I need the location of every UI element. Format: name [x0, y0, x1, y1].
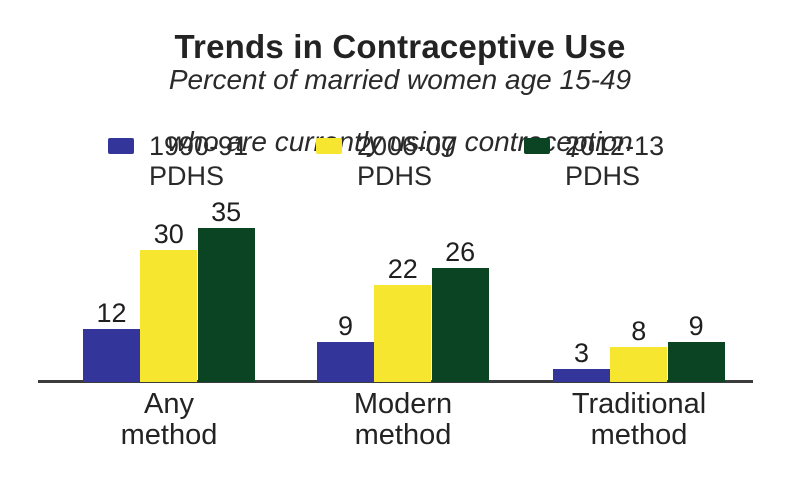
legend-swatch-green	[524, 138, 550, 154]
bar-value-label: 9	[688, 311, 704, 341]
bar	[140, 250, 198, 382]
legend-label-line2: PDHS	[149, 161, 225, 191]
bar	[610, 347, 668, 382]
legend-label-line1: 2012-13	[565, 131, 665, 161]
legend-swatch-blue	[108, 138, 134, 154]
chart-legend: 1990-91 PDHS 2006-07 PDHS 2012-13 PDHS	[108, 131, 732, 191]
bar-value-label: 30	[153, 219, 184, 249]
legend-label-line2: PDHS	[565, 161, 641, 191]
legend-item-2012-13-pdhs: 2012-13 PDHS	[524, 131, 732, 191]
legend-label-line1: 2006-07	[357, 131, 457, 161]
category-label: Traditional method	[571, 388, 707, 451]
bar-value-label: 8	[631, 316, 647, 346]
legend-label: 2012-13 PDHS	[565, 131, 664, 191]
bar	[374, 285, 432, 382]
legend-label: 1990-91 PDHS	[149, 131, 248, 191]
bar-value-label: 9	[337, 311, 354, 341]
category-label: Any method	[120, 388, 218, 451]
legend-label-line1: 1990-91	[149, 131, 249, 161]
legend-swatch-yellow	[316, 138, 342, 154]
bar-value-label: 12	[96, 298, 127, 328]
bar	[197, 228, 255, 382]
bar	[317, 342, 374, 382]
bar	[83, 329, 140, 382]
bar-value-label: 35	[211, 197, 242, 227]
chart-title: Trends in Contraceptive Use	[174, 28, 626, 65]
category-label: Modern method	[353, 388, 453, 451]
bar-value-label: 3	[573, 338, 590, 368]
bar-value-label: 22	[387, 254, 418, 284]
bar-value-label: 26	[445, 237, 476, 267]
chart-subtitle: Percent of married women age 15-49 who a…	[0, 64, 800, 157]
bar	[431, 268, 489, 382]
bar	[667, 342, 725, 382]
bar	[553, 369, 610, 382]
chart-subtitle-line1: Percent of married women age 15-49	[168, 64, 632, 95]
legend-item-1990-91-pdhs: 1990-91 PDHS	[108, 131, 316, 191]
legend-label-line2: PDHS	[357, 161, 433, 191]
legend-label: 2006-07 PDHS	[357, 131, 456, 191]
legend-item-2006-07-pdhs: 2006-07 PDHS	[316, 131, 524, 191]
